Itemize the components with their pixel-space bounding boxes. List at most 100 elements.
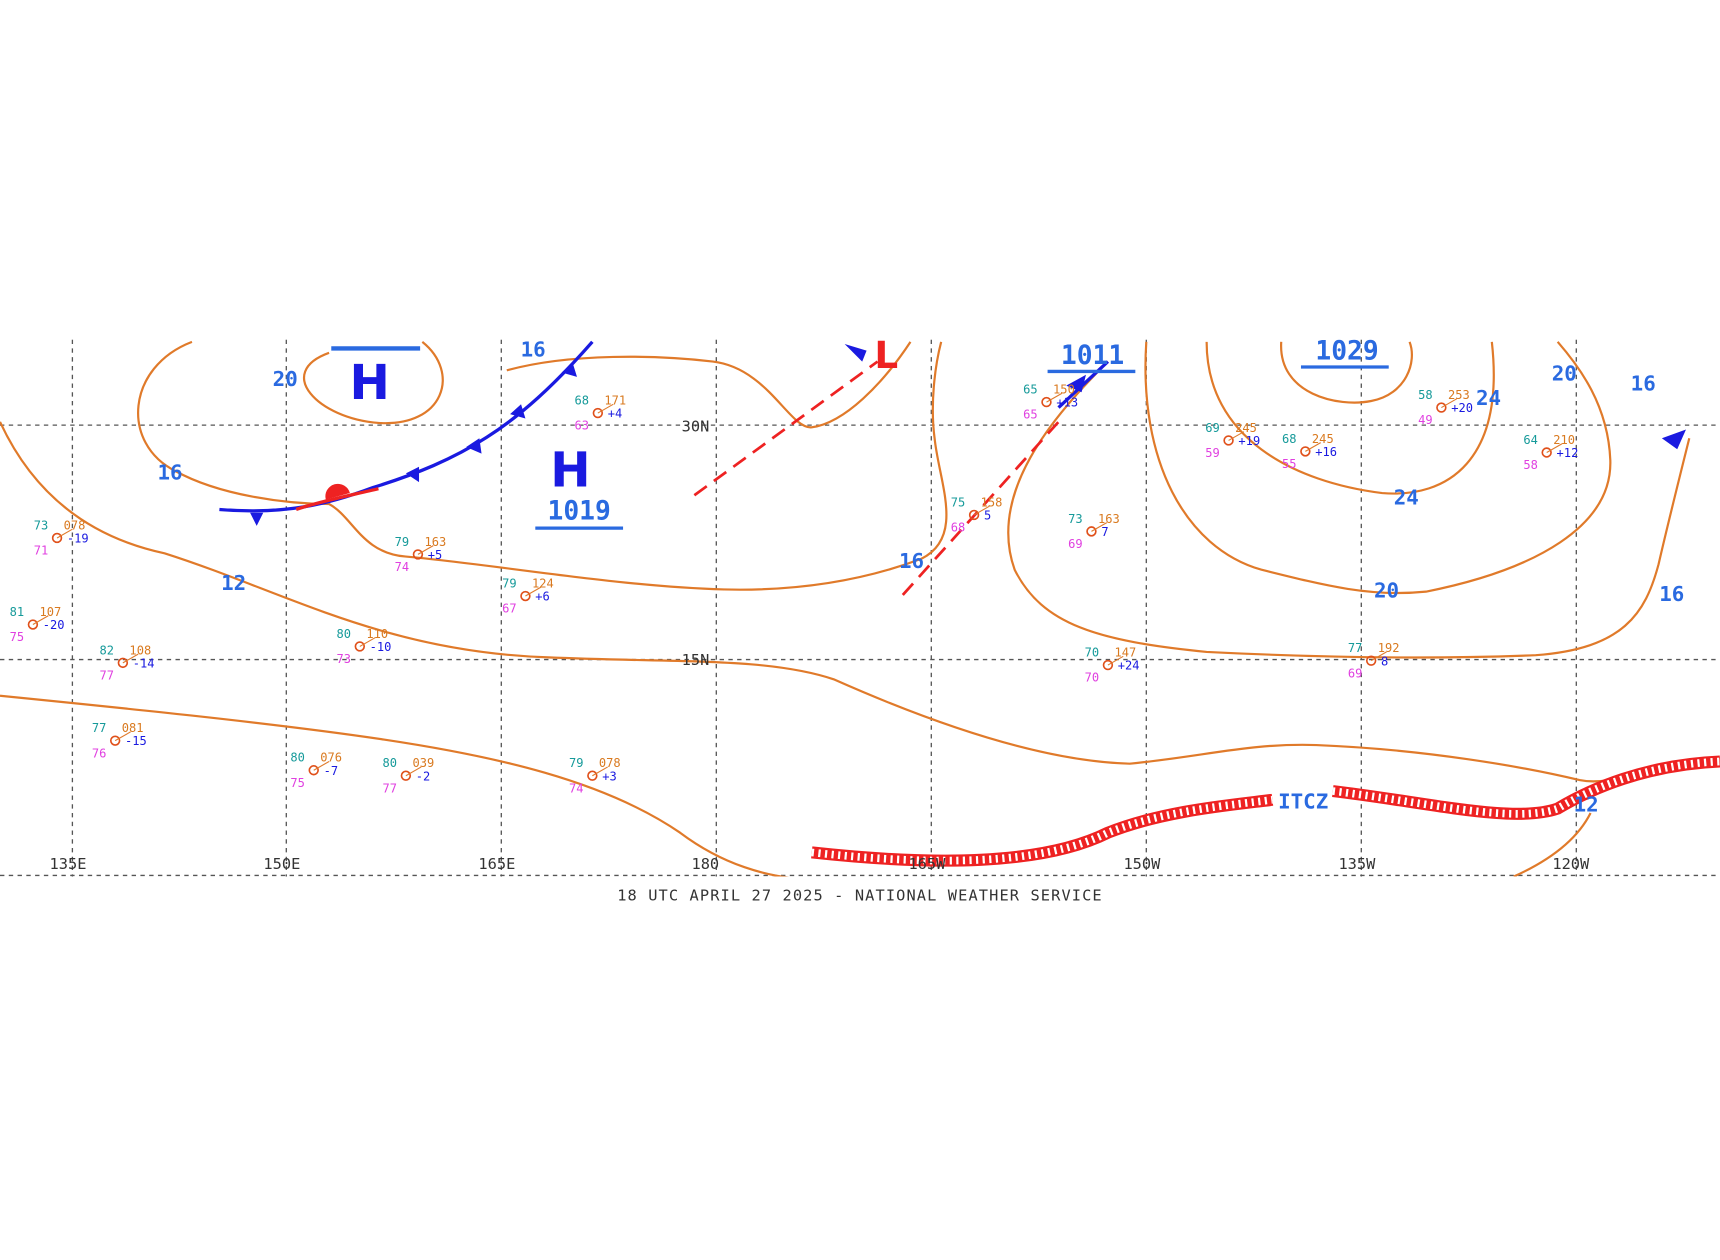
station-temp: 80 <box>290 751 305 765</box>
station-pressure: 150 <box>1053 383 1075 397</box>
longitude-label: 165E <box>478 855 515 873</box>
longitude-label: 165W <box>908 855 946 873</box>
station-tendency: -15 <box>125 734 147 748</box>
station-pressure: 039 <box>412 756 434 770</box>
station: 80 110 73 -10 <box>336 627 391 666</box>
station-temp: 79 <box>502 576 517 590</box>
wind-barb <box>405 766 422 777</box>
station-dew: 49 <box>1418 413 1433 427</box>
wind-barb <box>359 637 376 647</box>
itcz-band <box>811 755 1720 867</box>
isobar-label: 16 <box>1631 372 1656 396</box>
station-temp: 68 <box>1282 432 1297 446</box>
isobar-label: 16 <box>157 460 182 484</box>
station-temp: 77 <box>92 721 107 735</box>
station-dew: 67 <box>502 602 517 616</box>
high-symbol: H <box>550 442 590 498</box>
station-temp: 79 <box>395 535 410 549</box>
longitude-label: 150W <box>1123 855 1161 873</box>
isobar-label: 16 <box>521 338 546 362</box>
low-symbol: L <box>874 333 898 377</box>
station: 77 081 76 -15 <box>92 721 147 760</box>
station-temp: 65 <box>1023 383 1038 397</box>
station-dew: 75 <box>10 630 25 644</box>
station-pressure: 076 <box>320 751 342 765</box>
station-dew: 59 <box>1205 446 1220 460</box>
isobar-labels: 16 20 16 12 16 24 24 20 20 16 16 12 <box>157 338 1684 817</box>
station-tendency: -19 <box>67 532 89 546</box>
station: 79 124 67 +6 <box>502 576 554 615</box>
station-dew: 58 <box>1523 458 1538 472</box>
station-pressure: 163 <box>1098 512 1120 526</box>
station-temp: 68 <box>575 394 590 408</box>
longitude-label: 150E <box>263 855 300 873</box>
map-area: H H 1019 1011 1029 L ITCZ 16 20 16 12 16 24 24… <box>0 333 1720 877</box>
station-dew: 69 <box>1348 666 1363 680</box>
station-marker <box>968 509 980 521</box>
station-pressure: 107 <box>39 605 61 619</box>
wind-barb <box>32 615 49 625</box>
station-dew: 69 <box>1068 537 1083 551</box>
station-pressure: 245 <box>1312 432 1334 446</box>
station: 82 108 77 -14 <box>100 643 155 682</box>
station-marker <box>1300 446 1311 457</box>
isobar-label: 24 <box>1394 486 1419 510</box>
station-pressure: 210 <box>1553 433 1575 447</box>
wind-barb <box>1228 431 1245 441</box>
station-tendency: +4 <box>608 407 623 421</box>
station: 58 253 49 +20 <box>1418 388 1473 427</box>
isobar-label: 12 <box>221 571 246 595</box>
station-tendency: +6 <box>535 590 550 604</box>
latitude-label: 30N <box>682 418 710 436</box>
station-pressure: 081 <box>122 721 144 735</box>
station-marker <box>1102 659 1114 671</box>
isobar-label: 12 <box>1574 792 1599 816</box>
station-marker <box>109 735 121 746</box>
station-tendency: +16 <box>1315 445 1337 459</box>
station-marker <box>117 657 129 669</box>
station: 80 039 77 -2 <box>383 756 435 795</box>
station-pressure: 078 <box>64 518 86 532</box>
center-pressure: 1029 <box>1315 336 1378 366</box>
station: 69 245 59 +19 <box>1205 421 1260 460</box>
station-marker <box>592 407 604 419</box>
wind-barb <box>1370 651 1387 662</box>
wind-barb <box>417 545 434 555</box>
wind-barb <box>1046 392 1063 403</box>
station-marker <box>1436 402 1447 413</box>
pressure-centers: H H 1019 1011 1029 L ITCZ <box>331 333 1389 814</box>
station-tendency: -20 <box>43 618 65 632</box>
station-dew: 74 <box>569 781 584 795</box>
isobar-label: 16 <box>1659 582 1684 606</box>
station-marker <box>412 549 424 560</box>
station-marker <box>1365 655 1377 666</box>
longitude-label: 135W <box>1338 855 1376 873</box>
station: 79 163 74 +5 <box>395 535 447 574</box>
station-dew: 73 <box>336 652 351 666</box>
station-pressure: 171 <box>604 394 626 408</box>
station-temp: 70 <box>1085 646 1100 660</box>
footer: 18 UTC APRIL 27 2025 - NATIONAL WEATHER … <box>617 887 1103 905</box>
station: 64 210 58 +12 <box>1523 433 1578 472</box>
station-marker <box>354 641 366 652</box>
station: 65 150 65 +13 <box>1023 383 1078 422</box>
station-marker <box>1541 447 1552 458</box>
station-temp: 73 <box>1068 512 1083 526</box>
station-pressure: 245 <box>1235 421 1257 435</box>
wind-barb <box>56 528 73 539</box>
station-tendency: +12 <box>1557 446 1579 460</box>
station: 68 245 55 +16 <box>1282 432 1337 471</box>
station-marker <box>400 770 412 781</box>
station-marker <box>1086 526 1097 537</box>
isobar-label: 20 <box>273 367 298 391</box>
station-dew: 70 <box>1085 671 1100 685</box>
station-temp: 69 <box>1205 421 1220 435</box>
wind-barb <box>592 766 608 777</box>
station-dew: 74 <box>395 560 410 574</box>
station-pressure: 110 <box>366 627 388 641</box>
station-temp: 79 <box>569 756 584 770</box>
station-tendency: 7 <box>1101 525 1108 539</box>
station: 80 076 75 -7 <box>290 751 342 790</box>
station-tendency: -2 <box>416 769 431 783</box>
